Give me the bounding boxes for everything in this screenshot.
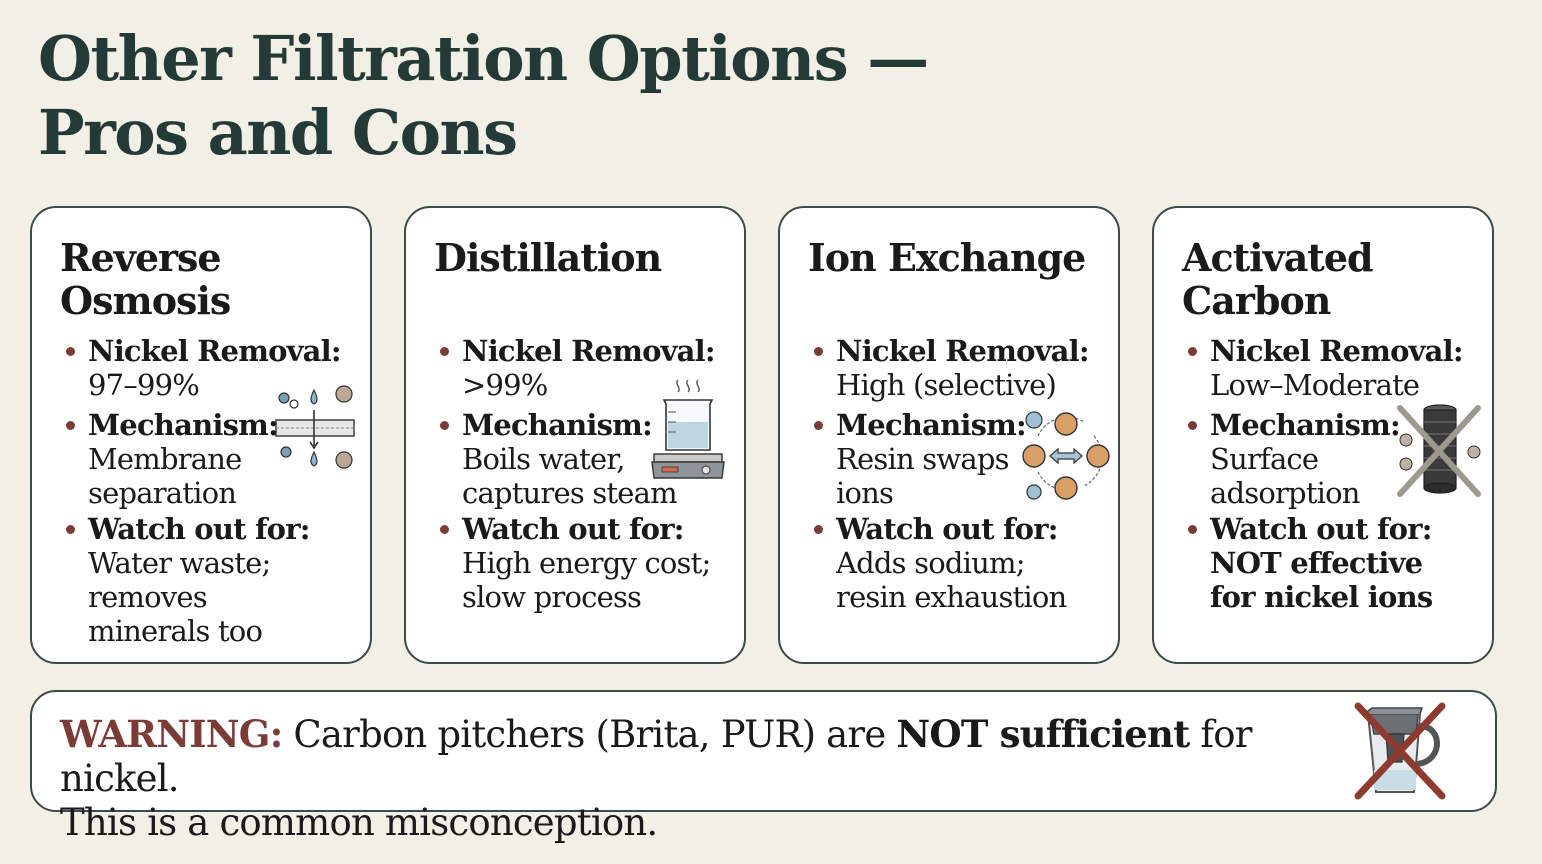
bullet-mechanism: Mechanism: Surface adsorption: [1188, 408, 1480, 510]
card-title-line: Activated: [1182, 235, 1374, 280]
bullet-label: Mechanism:: [1210, 408, 1401, 442]
card-title-line: Osmosis: [60, 278, 231, 323]
card-title-line: Ion Exchange: [808, 235, 1086, 280]
card-reverse-osmosis: Reverse Osmosis Nickel Removal: 97–99% M…: [30, 206, 372, 664]
bullet-label: Nickel Removal:: [836, 334, 1090, 368]
bullet-value: High (selective): [836, 368, 1057, 402]
ion-swap-icon: [1022, 411, 1110, 500]
card-distillation: Distillation Nickel Removal: >99% Mechan…: [404, 206, 746, 664]
card-title-line: Distillation: [434, 235, 662, 280]
bullet-value: Resin swaps ions: [836, 442, 1010, 510]
card-activated-carbon: Activated Carbon Nickel Removal: Low–Mod…: [1152, 206, 1494, 664]
bullet-dot: [440, 421, 449, 430]
bullet-dot: [1188, 347, 1197, 356]
warning-box: WARNING: Carbon pitchers (Brita, PUR) ar…: [30, 690, 1497, 844]
bullet-nickel-removal: Nickel Removal: 97–99%: [66, 334, 358, 402]
bullet-dot: [814, 347, 823, 356]
bullet-mechanism: Mechanism: Resin swaps ions: [814, 408, 1106, 510]
bullet-watch-out: Watch out for: NOT effective for nickel …: [1188, 512, 1480, 614]
bullet-watch-out: Watch out for: High energy cost; slow pr…: [440, 512, 732, 614]
beaker-hotplate-icon: [651, 379, 725, 479]
bullet-dot: [66, 421, 75, 430]
carbon-filter-crossed-icon: [1397, 404, 1481, 497]
bullet-value: Boils water, captures steam: [462, 442, 678, 510]
bullet-value: Surface adsorption: [1210, 442, 1361, 510]
bullet-label: Watch out for:: [836, 512, 1058, 546]
card-title: Activated Carbon: [1182, 236, 1482, 322]
card-title: Ion Exchange: [808, 236, 1108, 279]
bullet-value: >99%: [462, 368, 548, 402]
bullet-dot: [66, 347, 75, 356]
card-title-line: Reverse: [60, 235, 222, 280]
bullet-dot: [814, 421, 823, 430]
warning-line-2: This is a common misconception.: [60, 801, 658, 844]
bullet-label: Mechanism:: [462, 408, 653, 442]
pitcher-crossed-icon: [1354, 702, 1446, 800]
page-title: Other Filtration Options — Pros and Cons: [38, 22, 929, 170]
bullet-dot: [440, 525, 449, 534]
bullet-watch-out: Watch out for: Water waste; removes mine…: [66, 512, 358, 648]
bullet-value: Adds sodium; resin exhaustion: [836, 546, 1067, 614]
bullet-label: Watch out for:: [462, 512, 684, 546]
bullet-dot: [440, 347, 449, 356]
bullet-nickel-removal: Nickel Removal: Low–Moderate: [1188, 334, 1480, 402]
card-title: Distillation: [434, 236, 734, 279]
bullet-dot: [1188, 525, 1197, 534]
bullet-label: Watch out for:: [1210, 512, 1432, 546]
bullet-label: Mechanism:: [836, 408, 1027, 442]
bullet-value: 97–99%: [88, 368, 200, 402]
card-title: Reverse Osmosis: [60, 236, 360, 322]
bullet-mechanism: Mechanism: Boils water, captures steam: [440, 408, 732, 510]
bullet-label: Nickel Removal:: [1210, 334, 1464, 368]
bullet-mechanism: Mechanism: Membrane separation: [66, 408, 358, 510]
bullet-nickel-removal: Nickel Removal: High (selective): [814, 334, 1106, 402]
warning-emphasis: NOT sufficient: [896, 712, 1190, 756]
bullet-dot: [1188, 421, 1197, 430]
bullet-dot: [814, 525, 823, 534]
bullet-value: Low–Moderate: [1210, 368, 1420, 402]
bullet-value: Membrane separation: [88, 442, 242, 510]
warning-text-part: for nickel.: [60, 713, 1252, 800]
bullet-value: High energy cost; slow process: [462, 546, 711, 614]
bullet-nickel-removal: Nickel Removal: >99%: [440, 334, 732, 402]
card-title-line: Carbon: [1182, 278, 1331, 323]
bullet-label: Watch out for:: [88, 512, 310, 546]
page-title-line-1: Other Filtration Options —: [38, 22, 929, 95]
bullet-watch-out: Watch out for: Adds sodium; resin exhaus…: [814, 512, 1106, 614]
bullet-value: Water waste; removes minerals too: [88, 546, 271, 648]
warning-text-part: Carbon pitchers (Brita, PUR) are: [282, 713, 897, 756]
membrane-icon: [275, 385, 355, 469]
bullet-label: Nickel Removal:: [462, 334, 716, 368]
page-title-line-2: Pros and Cons: [38, 96, 518, 169]
bullet-label: Mechanism:: [88, 408, 279, 442]
bullet-value: NOT effective for nickel ions: [1210, 546, 1433, 614]
bullet-dot: [66, 525, 75, 534]
card-ion-exchange: Ion Exchange Nickel Removal: High (selec…: [778, 206, 1120, 664]
bullet-label: Nickel Removal:: [88, 334, 342, 368]
warning-lead: WARNING:: [60, 712, 283, 756]
warning-text: WARNING: Carbon pitchers (Brita, PUR) ar…: [60, 712, 1350, 845]
